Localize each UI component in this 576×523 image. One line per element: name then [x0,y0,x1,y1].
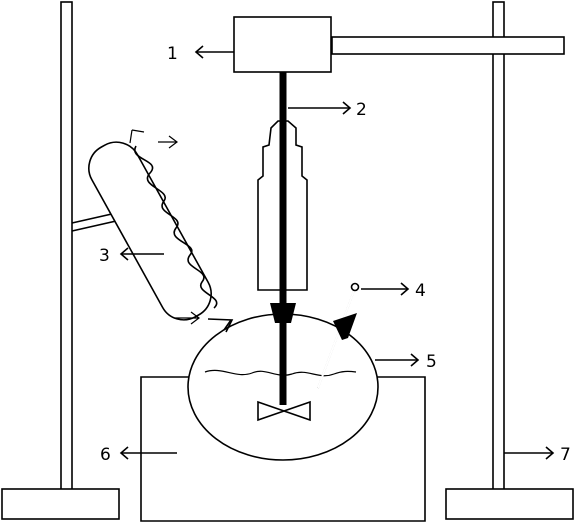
left-stand [1,1,120,520]
water-bath [140,376,426,522]
arrow-4 [361,282,410,296]
stirrer-motor [233,16,332,73]
label-6: 6 [100,445,111,465]
arrow-5 [375,353,420,367]
right-stand-rod [492,1,505,491]
thermometer [317,282,360,389]
right-stand-base [445,488,574,520]
arrow-3 [119,247,164,261]
label-3: 3 [99,246,110,266]
flask-stopper [270,303,296,323]
liquid-surface [204,369,357,377]
left-stand-rod [60,1,73,491]
arrow-7 [504,446,555,460]
stirrer-blade [257,400,311,422]
arrow-6 [119,446,177,460]
left-stand-base [1,488,120,520]
clamp-arm [331,36,565,55]
leader-arrows [119,45,555,460]
label-1: 1 [167,44,178,64]
thermometer-stopper [333,313,357,340]
arrow-1 [194,45,234,59]
condenser-coil [134,145,218,309]
reflux-condenser [88,129,234,333]
label-4: 4 [415,281,426,301]
label-5: 5 [426,352,437,372]
label-7: 7 [560,445,571,465]
label-2: 2 [356,100,367,120]
arrow-2 [288,101,352,115]
right-stand [445,1,574,520]
